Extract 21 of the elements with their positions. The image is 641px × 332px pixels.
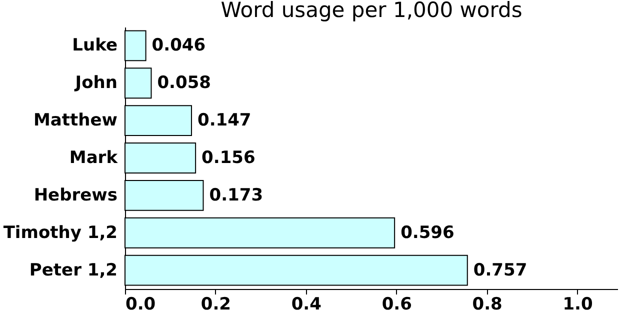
x-tick-label: 0.0 [126, 294, 156, 314]
x-tick-label: 0.2 [200, 294, 232, 314]
y-tick-label: John [74, 73, 118, 94]
y-tick-label: Timothy 1,2 [3, 222, 118, 243]
y-tick-label: Peter 1,2 [29, 260, 118, 280]
x-tick-label: 0.8 [472, 294, 502, 314]
x-tick-label: 0.4 [291, 294, 322, 314]
y-tick-label: Mark [69, 148, 118, 168]
y-tick-label: Luke [72, 36, 118, 56]
data-label: 0.596 [400, 222, 454, 243]
data-label: 0.156 [202, 148, 256, 168]
x-tick-label: 1.0 [562, 294, 594, 314]
y-tick-label: Matthew [34, 110, 118, 131]
x-tick-label: 0.6 [382, 294, 412, 314]
y-tick-label: Hebrews [34, 185, 118, 206]
data-label: 0.173 [209, 185, 264, 206]
chart-title: Word usage per 1,000 words [220, 0, 522, 22]
data-label: 0.147 [197, 110, 252, 131]
data-label: 0.757 [473, 260, 528, 280]
data-label: 0.058 [157, 73, 212, 94]
data-label: 0.046 [152, 36, 206, 56]
